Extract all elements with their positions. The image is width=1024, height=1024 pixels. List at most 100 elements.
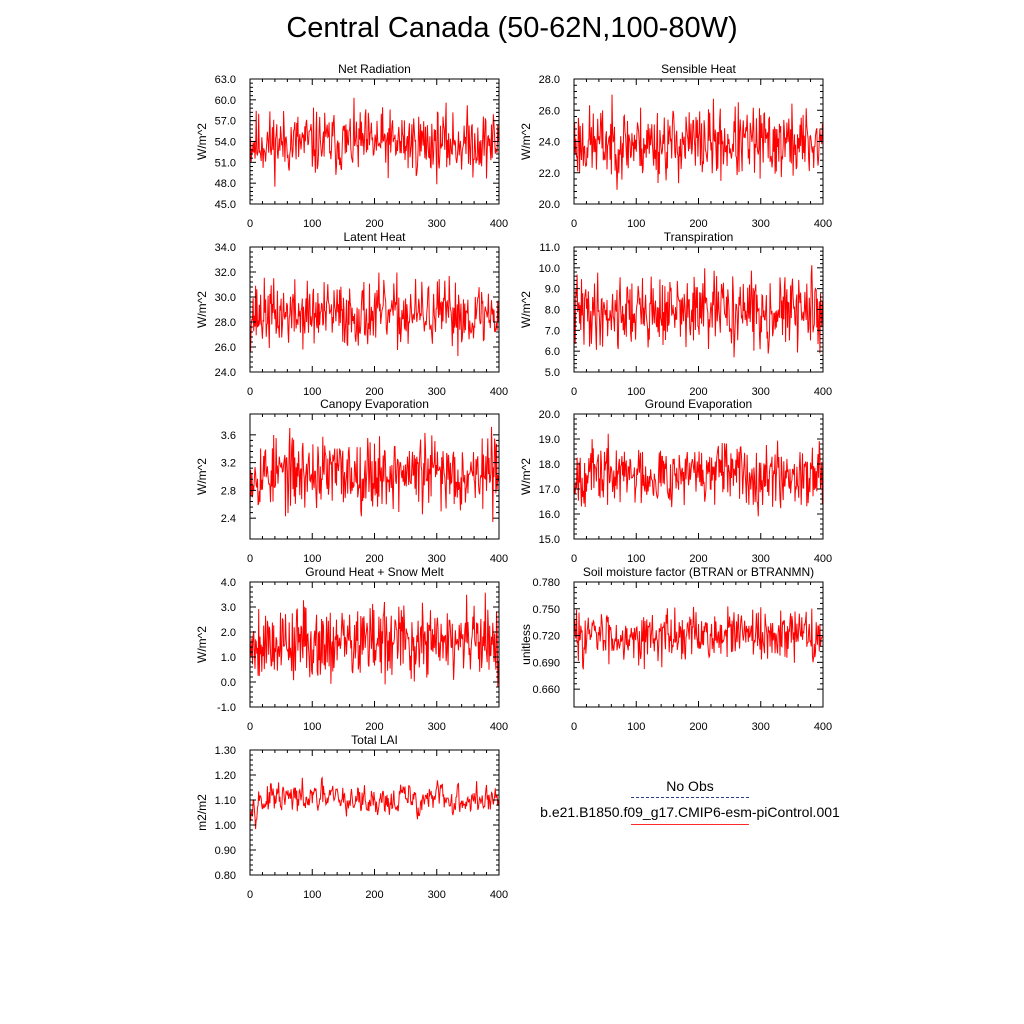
y-tick-label: 2.8	[221, 485, 236, 497]
chart-6: Ground Evaporation W/m^2 0 100 200 300 400 15.0…	[519, 397, 832, 565]
x-tick-label: 100	[303, 386, 321, 398]
y-axis-label: W/m^2	[195, 291, 209, 328]
page-title: Central Canada (50-62N,100-80W)	[286, 12, 738, 44]
x-tick-label: 100	[627, 218, 645, 230]
y-tick-label: 34.0	[215, 242, 236, 254]
y-tick-label: 0.690	[532, 657, 560, 669]
y-tick-label: 7.0	[545, 325, 560, 337]
x-tick-label: 400	[814, 386, 832, 398]
chart-2: Sensible Heat W/m^2 0 100 200 300 400 20.0 22.0 2…	[519, 62, 832, 230]
legend-obs-line	[631, 797, 749, 798]
y-tick-label: 2.0	[221, 627, 236, 639]
x-tick-label: 200	[365, 889, 383, 901]
chart-8: Soil moisture factor (BTRAN or BTRANMN) u…	[519, 565, 832, 733]
y-tick-label: 0.660	[532, 684, 560, 696]
x-tick-label: 0	[571, 553, 577, 565]
chart-title: Ground Evaporation	[645, 397, 752, 411]
legend-model-line	[631, 824, 749, 825]
x-tick-label: 200	[365, 721, 383, 733]
y-tick-label: 1.30	[215, 745, 236, 757]
x-tick-label: 200	[689, 721, 707, 733]
x-tick-label: 300	[752, 386, 770, 398]
y-tick-label: 3.6	[221, 430, 236, 442]
x-tick-label: 0	[247, 889, 253, 901]
chart-5: Canopy Evaporation W/m^2 0 100 200 300 400 2.4 2…	[195, 397, 508, 565]
x-tick-label: 0	[247, 218, 253, 230]
chart-title: Transpiration	[664, 230, 734, 244]
y-axis-label: W/m^2	[519, 458, 533, 495]
y-tick-label: 18.0	[539, 459, 560, 471]
x-tick-label: 300	[428, 218, 446, 230]
series-line	[573, 606, 823, 670]
x-tick-label: 400	[814, 553, 832, 565]
x-tick-label: 200	[365, 553, 383, 565]
chart-title: Latent Heat	[343, 230, 406, 244]
y-tick-label: 28.0	[539, 74, 560, 86]
chart-1: Net Radiation W/m^2 0 100 200 300 400 45.0 48.0 5…	[195, 62, 508, 230]
x-tick-label: 400	[490, 721, 508, 733]
x-tick-label: 300	[752, 721, 770, 733]
x-tick-label: 100	[627, 386, 645, 398]
x-tick-label: 100	[627, 721, 645, 733]
y-tick-label: 32.0	[215, 267, 236, 279]
y-tick-label: 1.10	[215, 795, 236, 807]
x-tick-label: 400	[490, 218, 508, 230]
x-tick-label: 100	[303, 553, 321, 565]
y-axis-label: W/m^2	[195, 626, 209, 663]
x-tick-label: 300	[428, 889, 446, 901]
y-tick-label: 17.0	[539, 484, 560, 496]
y-tick-label: 0.90	[215, 845, 236, 857]
x-tick-label: 400	[814, 218, 832, 230]
y-tick-label: 0.780	[532, 577, 560, 589]
x-tick-label: 300	[428, 553, 446, 565]
x-tick-label: 200	[689, 553, 707, 565]
legend-obs-label: No Obs	[666, 778, 714, 794]
chart-title: Sensible Heat	[661, 62, 736, 76]
x-tick-label: 200	[689, 386, 707, 398]
chart-4: Transpiration W/m^2 0 100 200 300 400 5.0 6.0 7.0…	[519, 230, 832, 398]
y-tick-label: 57.0	[215, 116, 236, 128]
y-tick-label: 1.0	[221, 652, 236, 664]
series-line	[573, 433, 823, 517]
x-tick-label: 300	[752, 218, 770, 230]
y-tick-label: 1.20	[215, 770, 236, 782]
y-axis-label: m2/m2	[195, 794, 209, 831]
y-tick-label: 4.0	[221, 577, 236, 589]
y-tick-label: 10.0	[539, 263, 560, 275]
y-tick-label: 5.0	[545, 367, 560, 379]
series-line	[249, 272, 499, 357]
series-line	[249, 426, 499, 523]
x-tick-label: 0	[571, 218, 577, 230]
y-tick-label: 26.0	[215, 342, 236, 354]
y-tick-label: 0.720	[532, 631, 560, 643]
y-tick-label: 28.0	[215, 317, 236, 329]
x-tick-label: 0	[247, 553, 253, 565]
y-tick-label: 45.0	[215, 199, 236, 211]
y-tick-label: 60.0	[215, 95, 236, 107]
plot-frame	[249, 749, 500, 876]
y-axis-label: unitless	[519, 624, 533, 665]
y-tick-label: 22.0	[539, 168, 560, 180]
y-tick-label: 16.0	[539, 509, 560, 521]
chart-title: Ground Heat + Snow Melt	[305, 565, 444, 579]
x-tick-label: 400	[814, 721, 832, 733]
y-tick-label: 0.0	[221, 677, 236, 689]
x-tick-label: 0	[247, 386, 253, 398]
series-line	[249, 97, 499, 187]
y-axis-label: W/m^2	[195, 458, 209, 495]
legend: No Obs b.e21.B1850.f09_g17.CMIP6-esm-piC…	[520, 778, 860, 831]
y-tick-label: 6.0	[545, 346, 560, 358]
y-tick-label: 20.0	[539, 199, 560, 211]
y-tick-label: 0.80	[215, 870, 236, 882]
y-tick-label: 11.0	[539, 242, 560, 254]
chart-3: Latent Heat W/m^2 0 100 200 300 400 24.0 26.0 28.…	[195, 230, 508, 398]
y-tick-label: 30.0	[215, 292, 236, 304]
x-tick-label: 400	[490, 889, 508, 901]
y-tick-label: 63.0	[215, 74, 236, 86]
y-tick-label: 2.4	[221, 513, 236, 525]
legend-model-label: b.e21.B1850.f09_g17.CMIP6-esm-piControl.…	[540, 804, 840, 820]
chart-title: Canopy Evaporation	[320, 397, 429, 411]
y-tick-label: 51.0	[215, 157, 236, 169]
x-tick-label: 0	[571, 386, 577, 398]
